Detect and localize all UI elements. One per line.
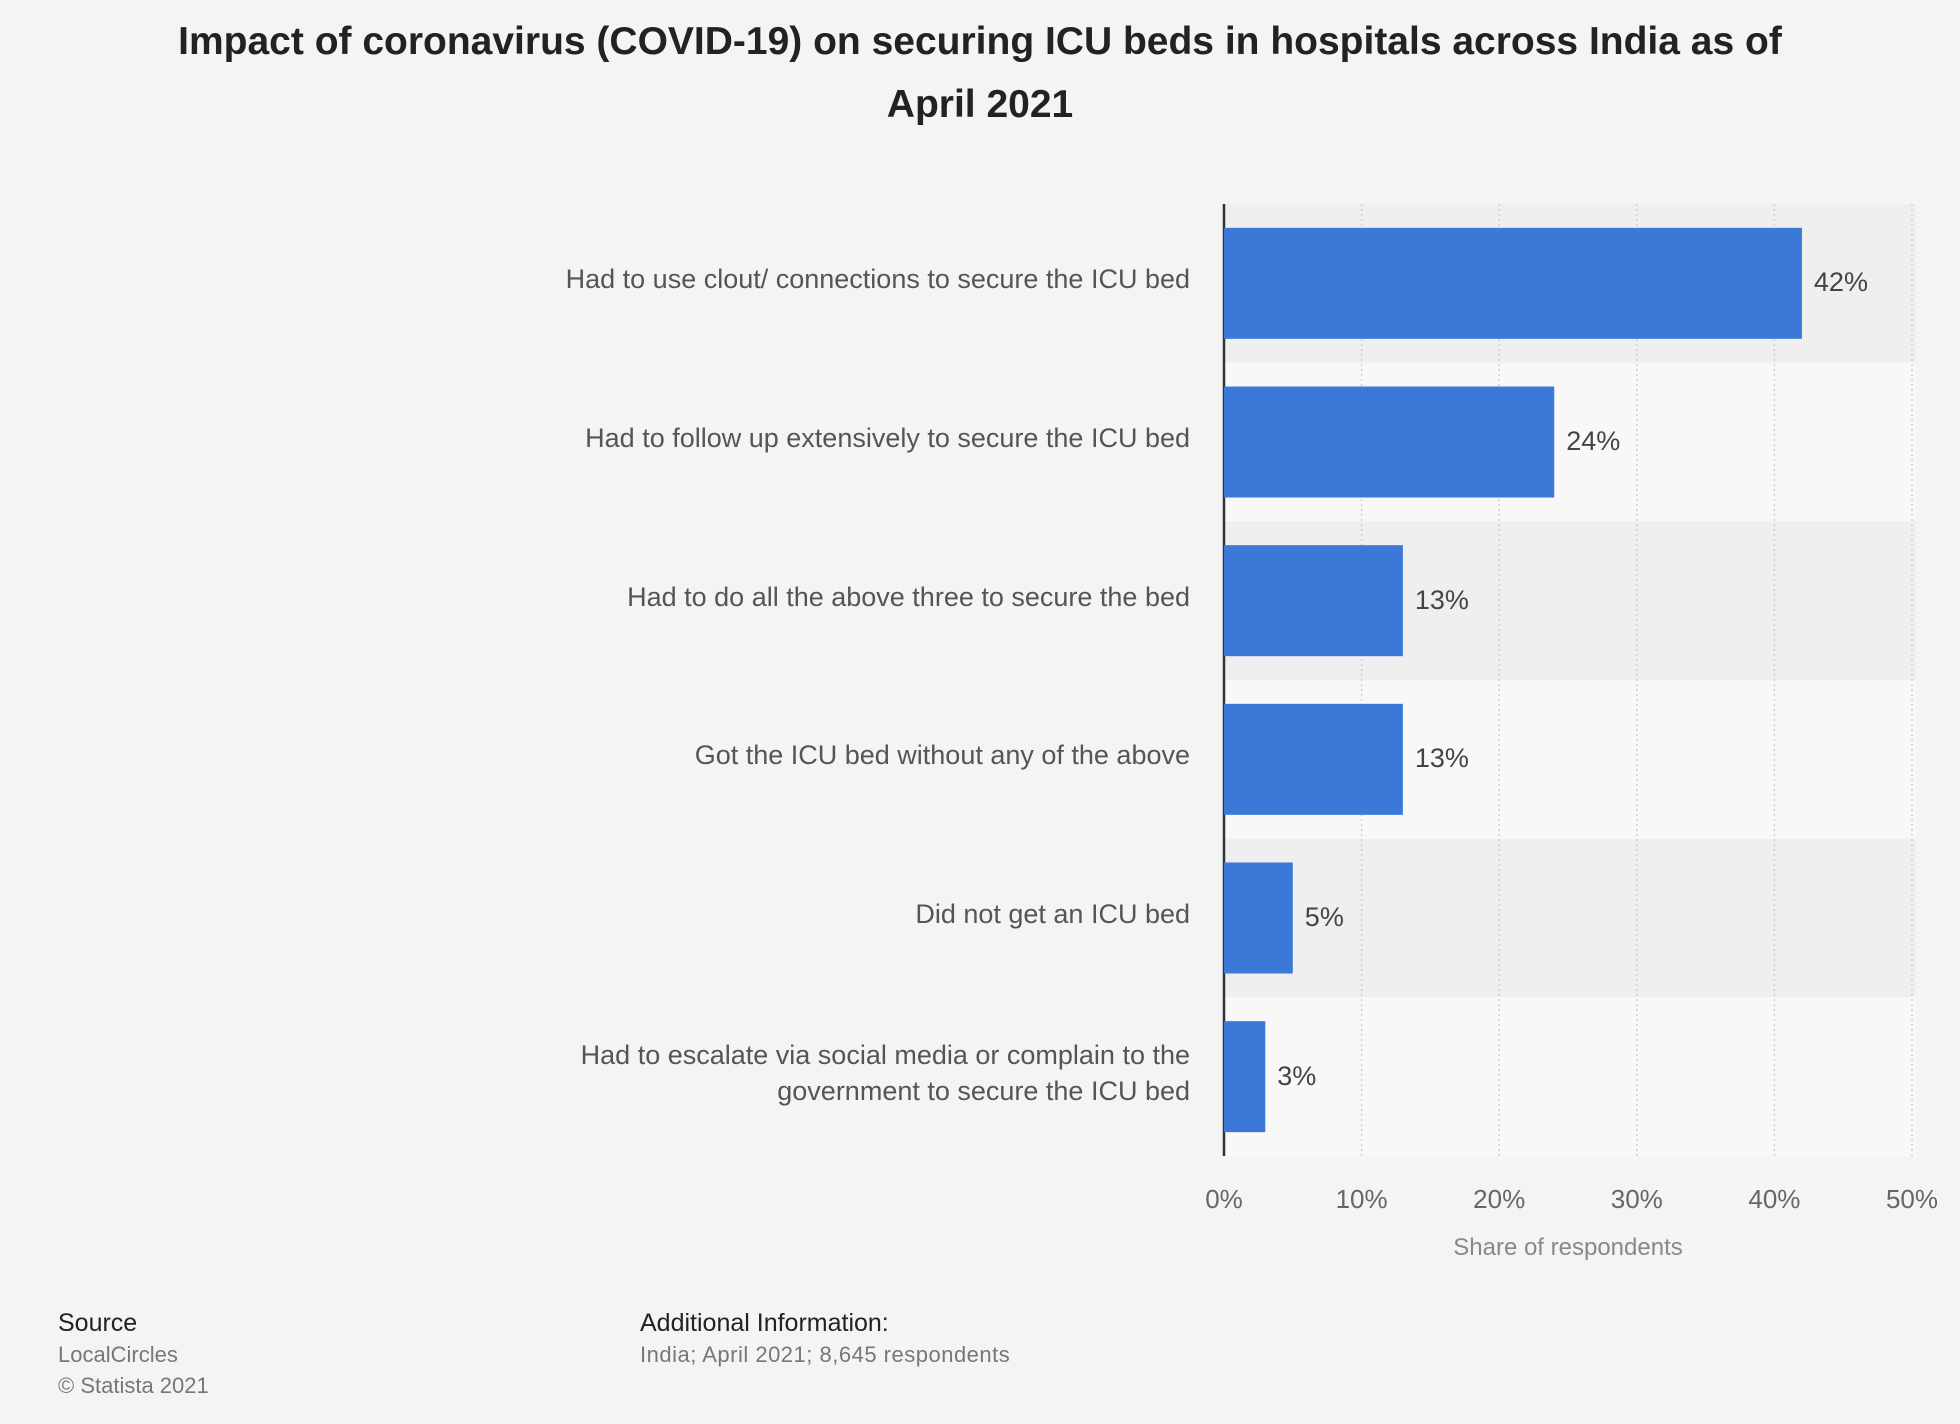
value-label: 5%: [1304, 902, 1344, 932]
x-tick-label: 10%: [1335, 1184, 1388, 1214]
x-tick-label: 0%: [1205, 1184, 1243, 1214]
source-label: Source: [58, 1309, 138, 1337]
value-label: 13%: [1414, 743, 1469, 774]
copyright: © Statista 2021: [58, 1373, 209, 1398]
category-label: Had to follow up extensively to secure t…: [585, 423, 1190, 453]
row-band: [1224, 997, 1916, 1156]
category-label: Had to escalate via social media or comp…: [580, 1039, 1190, 1106]
x-tick-label: 50%: [1885, 1184, 1939, 1214]
category-label: Had to do all the above three to secure …: [627, 581, 1190, 612]
category-label: Did not get an ICU bed: [915, 899, 1190, 929]
category-label: Had to use clout/ connections to secure …: [565, 264, 1190, 295]
category-label: Got the ICU bed without any of the above: [694, 740, 1190, 771]
bar: [1224, 1021, 1266, 1133]
bar: [1224, 862, 1293, 974]
value-label: 13%: [1414, 584, 1469, 615]
additional-info-label: Additional Information:: [640, 1309, 889, 1337]
x-tick-label: 40%: [1748, 1184, 1801, 1214]
bar: [1224, 227, 1802, 339]
additional-info-text: India; April 2021; 8,645 respondents: [640, 1342, 1011, 1367]
bar: [1224, 545, 1403, 657]
chart-title: Impact of coronavirus (COVID-19) on secu…: [178, 20, 1782, 126]
value-label: 42%: [1813, 267, 1868, 298]
x-tick-label: 20%: [1473, 1184, 1526, 1214]
row-band: [1224, 838, 1916, 998]
bar: [1224, 386, 1555, 498]
value-label: 3%: [1277, 1060, 1317, 1091]
source-text: LocalCircles: [58, 1342, 178, 1367]
x-tick-label: 30%: [1610, 1184, 1663, 1214]
x-axis-title: Share of respondents: [1453, 1234, 1683, 1261]
bar: [1224, 703, 1403, 815]
value-label: 24%: [1566, 426, 1621, 456]
